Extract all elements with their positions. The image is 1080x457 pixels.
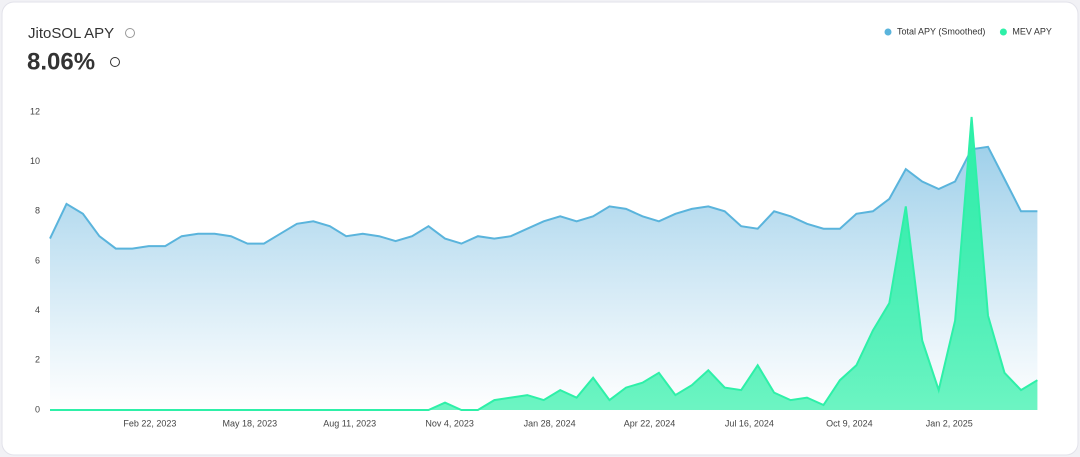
y-tick-label: 2	[35, 355, 40, 365]
x-tick-label: Jan 28, 2024	[524, 418, 576, 428]
y-tick-label: 4	[35, 305, 40, 315]
x-tick-label: Feb 22, 2023	[123, 418, 176, 428]
y-tick-label: 0	[35, 404, 40, 414]
x-tick-label: Jan 2, 2025	[926, 418, 973, 428]
share-icon[interactable]	[125, 28, 135, 38]
x-tick-label: Apr 22, 2024	[624, 418, 676, 428]
legend-label: MEV APY	[1012, 26, 1052, 36]
x-tick-label: Aug 11, 2023	[323, 418, 376, 428]
legend-marker	[999, 28, 1007, 36]
headline-value: 8.06%	[27, 48, 95, 75]
info-icon[interactable]	[110, 57, 120, 67]
x-tick-label: Oct 9, 2024	[826, 418, 873, 428]
series-line	[50, 116, 1038, 411]
legend-label: Total APY (Smoothed)	[897, 26, 985, 36]
y-tick-label: 12	[30, 106, 40, 116]
x-tick-label: May 18, 2023	[223, 418, 278, 428]
legend-marker	[884, 28, 892, 36]
area-fill	[50, 146, 1038, 411]
x-tick-label: Jul 16, 2024	[725, 418, 774, 428]
series-line	[49, 145, 1038, 250]
y-tick-label: 10	[30, 156, 40, 166]
y-tick-label: 6	[35, 255, 40, 265]
chart-title: JitoSOL APY	[28, 25, 114, 42]
x-tick-label: Nov 4, 2023	[425, 418, 474, 428]
y-tick-label: 8	[35, 206, 40, 216]
